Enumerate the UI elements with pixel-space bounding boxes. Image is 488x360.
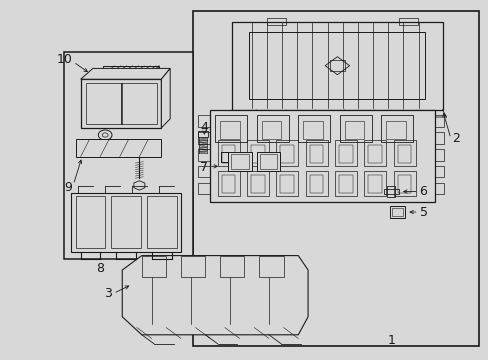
Bar (232, 22, 442, 110)
Bar (309, 175, 323, 193)
Bar (220, 256, 244, 277)
Bar (198, 166, 210, 177)
Bar (364, 171, 386, 196)
Text: 4: 4 (200, 121, 208, 134)
Bar (71, 193, 181, 252)
Bar (434, 166, 443, 177)
Bar (193, 11, 478, 346)
Bar (391, 208, 402, 216)
Bar (276, 140, 298, 166)
Bar (76, 196, 105, 248)
Bar (217, 171, 239, 196)
Bar (434, 132, 443, 144)
Bar (397, 175, 410, 193)
Polygon shape (81, 68, 170, 79)
Bar (266, 18, 285, 25)
Text: 5: 5 (419, 206, 427, 219)
Text: 3: 3 (103, 287, 111, 300)
Bar (309, 145, 323, 163)
Bar (220, 121, 239, 139)
Bar (246, 171, 268, 196)
Bar (298, 115, 329, 142)
Bar (259, 256, 283, 277)
Bar (367, 175, 381, 193)
Bar (249, 32, 425, 99)
Bar (63, 52, 193, 259)
Bar (198, 115, 210, 127)
Bar (221, 175, 235, 193)
Bar (85, 83, 122, 124)
Bar (398, 18, 417, 25)
Bar (305, 171, 327, 196)
Bar (102, 66, 159, 74)
Bar (198, 149, 210, 161)
Bar (198, 132, 210, 144)
Bar (256, 152, 280, 171)
Bar (381, 115, 412, 142)
Bar (76, 139, 161, 157)
Bar (142, 256, 166, 277)
Bar (393, 171, 415, 196)
Text: 9: 9 (64, 181, 72, 194)
Bar (246, 140, 268, 166)
Bar (434, 149, 443, 161)
Bar (198, 131, 207, 137)
Text: 10: 10 (57, 53, 72, 66)
Bar (256, 115, 288, 142)
Bar (210, 110, 434, 202)
Bar (261, 121, 281, 139)
Bar (386, 121, 405, 139)
Text: 7: 7 (200, 161, 207, 174)
Bar (250, 145, 264, 163)
Bar (386, 186, 394, 197)
Bar (389, 206, 405, 218)
Bar (434, 115, 443, 127)
Bar (280, 175, 293, 193)
Bar (81, 79, 161, 128)
Bar (121, 83, 157, 124)
Bar (228, 152, 251, 171)
Bar (367, 145, 381, 163)
Bar (434, 183, 443, 194)
Bar (305, 140, 327, 166)
Bar (338, 175, 352, 193)
Bar (259, 154, 277, 169)
Polygon shape (134, 181, 144, 190)
Bar (344, 121, 364, 139)
Bar (303, 121, 322, 139)
Bar (276, 171, 298, 196)
Bar (198, 183, 210, 194)
Bar (215, 115, 246, 142)
Bar (383, 189, 398, 194)
Bar (280, 145, 293, 163)
Text: 1: 1 (386, 334, 394, 347)
Polygon shape (122, 256, 307, 335)
Text: 8: 8 (96, 262, 104, 275)
Text: 2: 2 (451, 132, 459, 145)
Bar (221, 145, 235, 163)
Text: 6: 6 (419, 185, 427, 198)
Polygon shape (161, 68, 170, 128)
Bar (338, 145, 352, 163)
Bar (334, 171, 356, 196)
Bar (334, 140, 356, 166)
Bar (364, 140, 386, 166)
Bar (250, 175, 264, 193)
Bar (231, 154, 248, 169)
Bar (339, 115, 371, 142)
Bar (111, 196, 141, 248)
Bar (329, 60, 344, 71)
Bar (393, 140, 415, 166)
Bar (397, 145, 410, 163)
Bar (181, 256, 205, 277)
Bar (147, 196, 176, 248)
Bar (217, 140, 239, 166)
